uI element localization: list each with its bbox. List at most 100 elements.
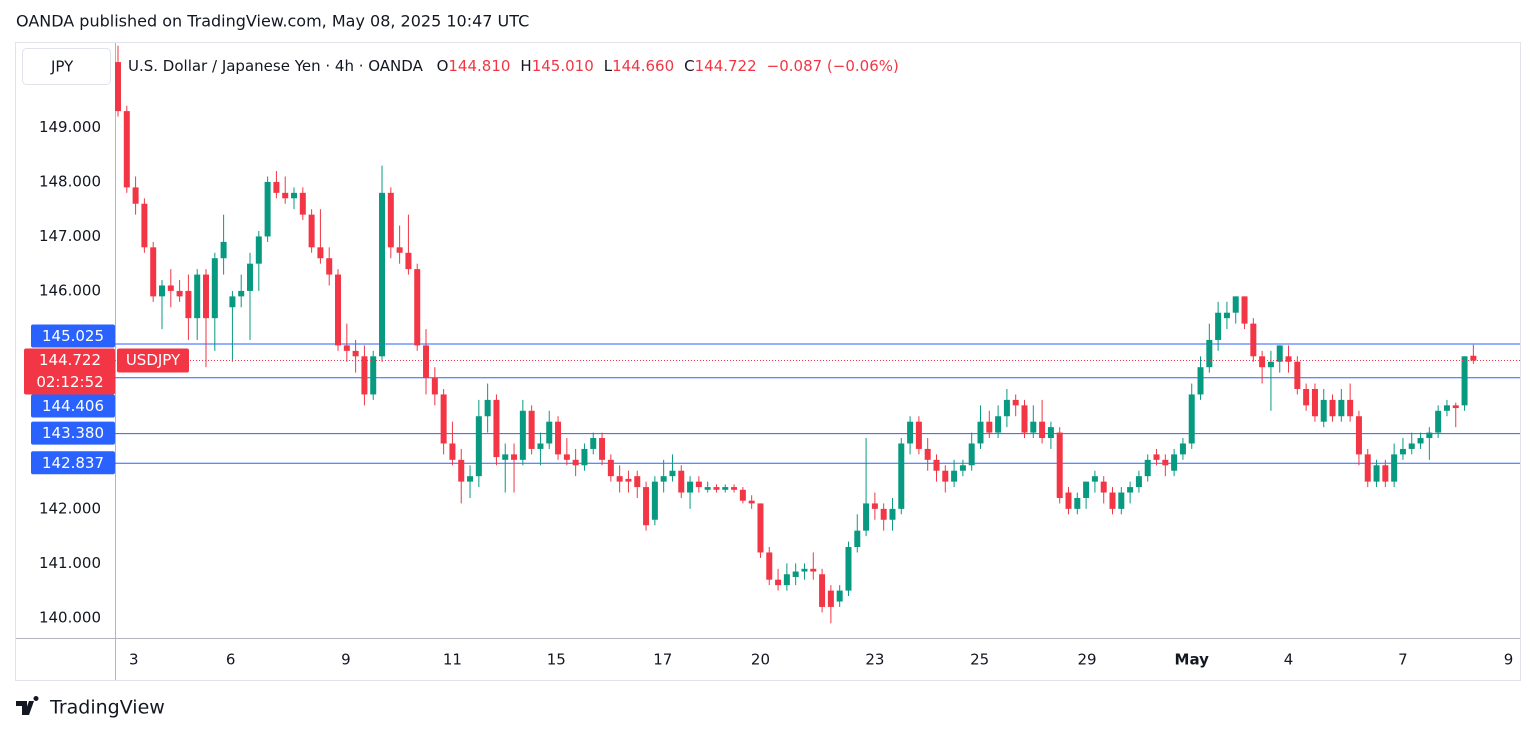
candle-body (1329, 399, 1336, 417)
candle-body (387, 192, 394, 248)
candle-body (1118, 492, 1125, 509)
axes: 140.000 141.000 142.000 146.000 147.000 148.0… (24, 118, 1513, 669)
level-price-label: 142.837 (42, 454, 104, 472)
candle-body (335, 274, 342, 346)
level-price-tag (31, 421, 115, 445)
candle-body (792, 571, 799, 577)
candle-body (1250, 323, 1257, 357)
candle-body (1285, 356, 1292, 362)
candle-body (880, 508, 887, 520)
candle-body (995, 416, 1002, 433)
candle-body (739, 489, 746, 501)
candle-body (986, 421, 993, 433)
candle-body (731, 487, 738, 490)
ohlc-name: C (684, 57, 694, 75)
candle-body (810, 568, 817, 572)
level-price-label: 143.380 (42, 424, 104, 442)
candle-body (1267, 361, 1274, 368)
candle-body (1426, 432, 1433, 439)
legend-title: U.S. Dollar / Japanese Yen · 4h · OANDA (128, 57, 424, 75)
candle-body (379, 192, 386, 357)
x-tick-label: 6 (226, 651, 236, 669)
candle-body (167, 285, 174, 291)
x-tick-label: 3 (129, 651, 139, 669)
x-tick-label: 25 (970, 651, 989, 669)
candle-body (1030, 421, 1037, 433)
candle-body (836, 590, 843, 602)
candle-body (616, 476, 623, 482)
candle-body (933, 459, 940, 471)
candle-body (1408, 443, 1415, 449)
y-tick-label: 140.000 (39, 608, 101, 626)
level-price-tag (31, 451, 115, 475)
candle-body (669, 470, 676, 477)
candle-body (1232, 296, 1239, 313)
x-tick-label: 11 (443, 651, 462, 669)
candle-body (959, 465, 966, 471)
candle-body (678, 470, 685, 493)
candle-body (634, 476, 641, 488)
candle-body (1452, 405, 1459, 409)
level-price-label: 145.025 (42, 327, 104, 345)
candle-body (467, 476, 474, 482)
candle-body (326, 258, 333, 275)
candle-body (255, 236, 262, 264)
candle-body (1417, 438, 1424, 444)
candle-body (1197, 367, 1204, 395)
candle-body (1162, 459, 1169, 466)
candle-body (775, 579, 782, 586)
candle-body (968, 443, 975, 466)
candle-body (1171, 454, 1178, 471)
candle-body (264, 181, 271, 237)
plot-area (114, 45, 1520, 624)
candle-body (651, 481, 658, 520)
candle-body (449, 443, 456, 460)
candle-body (660, 476, 667, 482)
x-tick-label: May (1175, 651, 1210, 669)
y-tick-label: 147.000 (39, 227, 101, 245)
legend: U.S. Dollar / Japanese Yen · 4h · OANDA O… (128, 57, 899, 75)
candle-body (458, 459, 465, 482)
candle-body (1188, 394, 1195, 444)
brand-logo (16, 696, 39, 715)
candle-body (194, 274, 201, 319)
candle-body (431, 378, 438, 395)
currency-button[interactable] (22, 48, 111, 85)
candle-body (704, 487, 711, 490)
candle-body (563, 454, 570, 460)
candle-body (1056, 432, 1063, 498)
candle-body (871, 503, 878, 509)
candle-body (783, 574, 790, 586)
candle-body (1347, 399, 1354, 417)
y-tick-label: 146.000 (39, 281, 101, 299)
candle-body (1100, 481, 1107, 493)
candle-body (291, 192, 298, 199)
candle-body (1311, 388, 1318, 417)
candle-body (176, 290, 183, 297)
ohlc-name: L (604, 57, 613, 75)
candle-body (475, 416, 482, 477)
level-price-label: 144.406 (42, 397, 104, 415)
candle-body (352, 350, 359, 357)
ohlc-name: O (437, 57, 449, 75)
candle-body (748, 500, 755, 504)
candle-body (511, 454, 518, 460)
x-tick-label: 17 (653, 651, 672, 669)
candle-body (643, 487, 650, 526)
candle-body (141, 203, 148, 248)
candle-body (572, 459, 579, 466)
candle-body (1074, 497, 1081, 509)
candle-body (546, 421, 553, 444)
candle-body (607, 459, 614, 477)
candle-body (599, 438, 606, 460)
level-price-tag (31, 394, 115, 418)
candle-body (1091, 476, 1098, 482)
candle-body (299, 192, 306, 215)
candle-body (1223, 312, 1230, 319)
symbol-tag (117, 348, 189, 373)
candle-body (211, 258, 218, 319)
ohlc-value: 145.010 (532, 57, 594, 75)
candle-body (819, 574, 826, 607)
y-tick-label: 142.000 (39, 499, 101, 517)
candle-body (1364, 454, 1371, 482)
